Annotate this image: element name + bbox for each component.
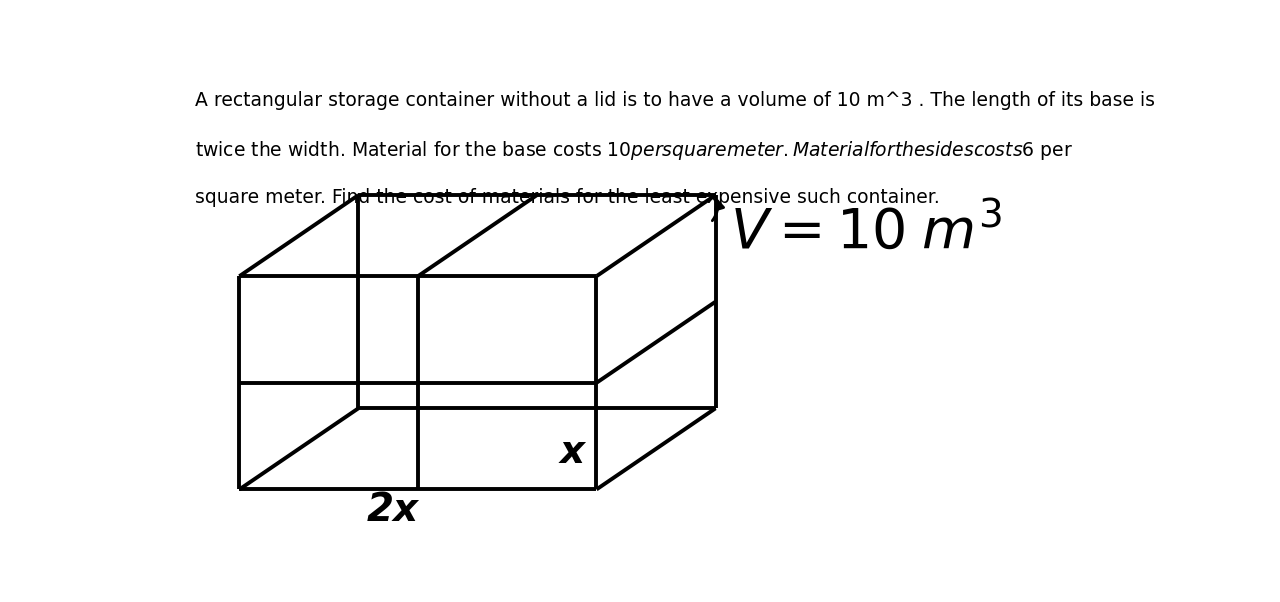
Text: $V = 10 \; m^3$: $V = 10 \; m^3$: [731, 204, 1002, 260]
Text: A rectangular storage container without a lid is to have a volume of 10 m^3 . Th: A rectangular storage container without …: [195, 91, 1155, 110]
Text: twice the width. Material for the base costs $10 per square meter. Material for : twice the width. Material for the base c…: [195, 140, 1073, 163]
Text: x: x: [559, 433, 584, 471]
Text: 2x: 2x: [367, 491, 419, 529]
Text: square meter. Find the cost of materials for the least expensive such container.: square meter. Find the cost of materials…: [195, 188, 940, 207]
